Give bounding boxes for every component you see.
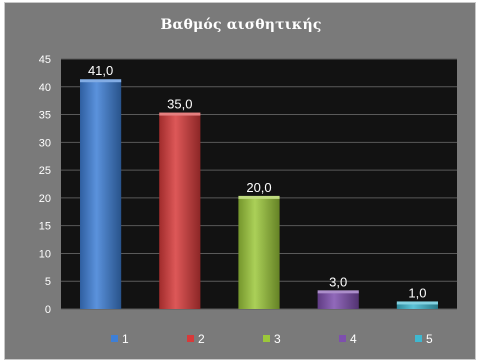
y-tick-label: 0 [45, 304, 51, 316]
data-label: 20,0 [246, 180, 271, 195]
legend-label: 5 [426, 332, 433, 346]
legend-label: 1 [122, 332, 129, 346]
bar-1 [80, 81, 122, 309]
y-tick-label: 40 [39, 82, 51, 94]
bar-top-cap [396, 301, 438, 305]
data-label: 3,0 [329, 274, 347, 289]
y-tick-label: 15 [39, 221, 51, 233]
legend: 1 2 3 4 5 [111, 332, 433, 346]
data-label: 35,0 [167, 97, 192, 112]
chart-frame: Βαθμός αισθητικής 0 5 10 15 20 25 30 35 40 45 41,… [4, 2, 476, 360]
y-tick-label: 5 [45, 276, 51, 288]
legend-swatch [187, 335, 194, 342]
bar-4 [317, 292, 359, 309]
y-tick-label: 10 [39, 248, 51, 260]
bar-3 [238, 197, 280, 309]
bar-5 [396, 303, 438, 309]
y-tick-label: 30 [39, 137, 51, 149]
legend-label: 3 [274, 332, 281, 346]
bar-top-cap [159, 112, 201, 116]
y-tick-label: 45 [39, 54, 51, 66]
y-tick-label: 25 [39, 165, 51, 177]
legend-swatch [263, 335, 270, 342]
data-label: 41,0 [88, 63, 113, 78]
legend-label: 4 [350, 332, 357, 346]
bar-top-cap [80, 79, 122, 83]
bar-top-cap [238, 195, 280, 199]
legend-swatch [339, 335, 346, 342]
data-label: 1,0 [408, 285, 426, 300]
y-tick-label: 35 [39, 110, 51, 122]
bars [80, 79, 438, 309]
legend-swatch [415, 335, 422, 342]
y-tick-label: 20 [39, 193, 51, 205]
legend-label: 2 [198, 332, 205, 346]
y-axis-ticks: 0 5 10 15 20 25 30 35 40 45 [39, 54, 51, 316]
chart-title: Βαθμός αισθητικής [160, 17, 322, 33]
bar-top-cap [317, 290, 359, 294]
bar-2 [159, 114, 201, 309]
legend-swatch [111, 335, 118, 342]
data-labels: 41,0 35,0 20,0 3,0 1,0 [88, 63, 426, 300]
